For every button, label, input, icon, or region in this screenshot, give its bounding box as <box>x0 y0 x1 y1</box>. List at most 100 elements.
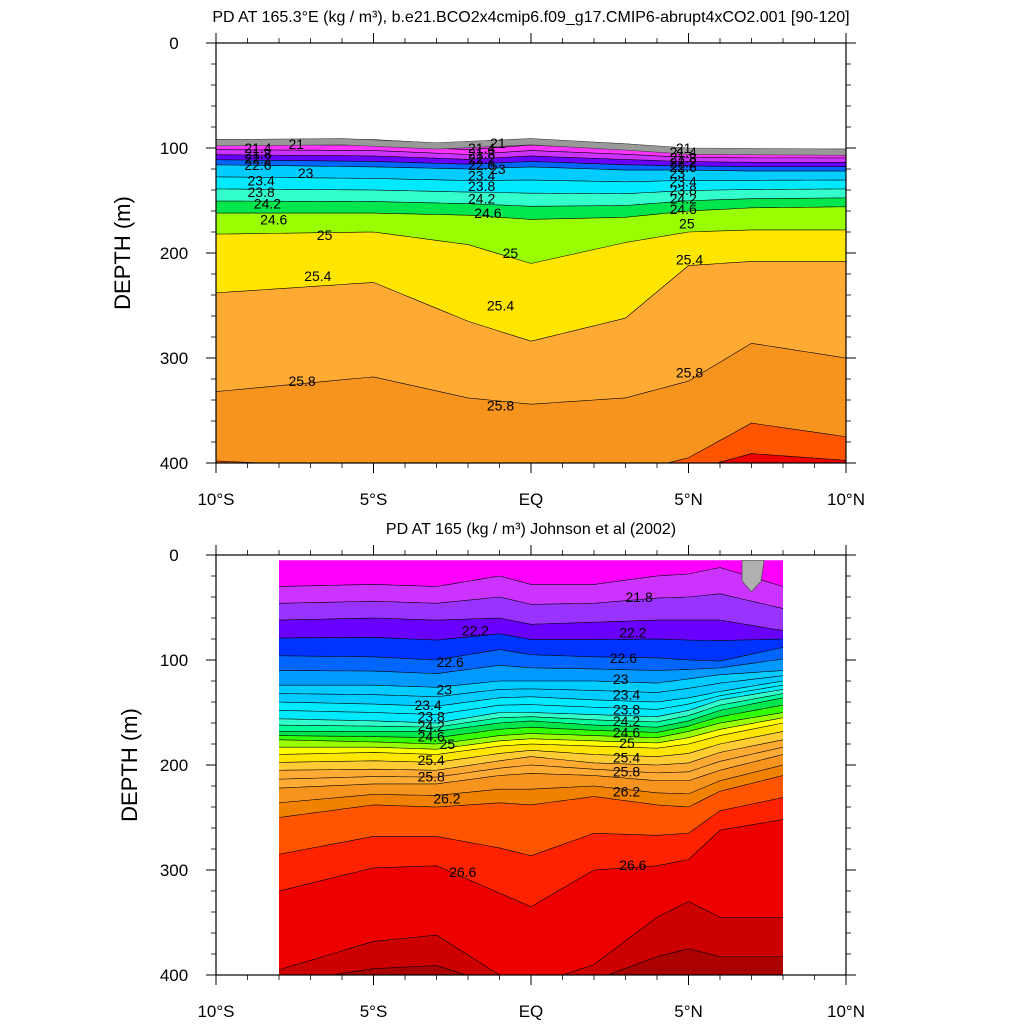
contour-label: 22.2 <box>468 151 495 167</box>
contour-label: 25.4 <box>418 752 445 768</box>
missing-data-mask <box>741 559 765 593</box>
chart-panel-observations: PD AT 165 (kg / m³) Johnson et al (2002)… <box>117 521 865 1021</box>
contour-label: 25.4 <box>613 750 640 766</box>
contour-label: 24.2 <box>468 190 495 206</box>
contour-line <box>278 567 784 587</box>
contour-band <box>279 618 783 641</box>
contour-label: 22.2 <box>619 625 646 641</box>
contour-line <box>216 261 846 342</box>
contour-band <box>216 176 846 194</box>
contour-label: 24.6 <box>670 201 697 217</box>
y-tick-label: 400 <box>160 454 188 473</box>
y-tick-label: 0 <box>169 34 178 53</box>
contour-label: 24.6 <box>260 211 287 227</box>
contour-line <box>278 731 784 763</box>
contour-label: 21.8 <box>468 145 495 161</box>
contour-line <box>278 901 783 975</box>
contour-label: 23.8 <box>248 184 275 200</box>
y-tick-label: 0 <box>169 546 178 565</box>
contour-line <box>279 670 784 688</box>
contour-label: 23.4 <box>248 173 275 189</box>
contour-label: 23 <box>490 161 506 177</box>
contour-band <box>279 681 783 715</box>
contour-line <box>278 764 784 804</box>
contour-label: 21.8 <box>244 145 271 161</box>
contour-label: 21.4 <box>244 140 271 156</box>
contour-line <box>278 647 784 662</box>
contour-label: 25.8 <box>676 365 703 381</box>
contour-line <box>278 712 784 745</box>
contour-line <box>278 633 784 641</box>
contour-label: 24.2 <box>670 190 697 206</box>
contour-line <box>278 680 784 707</box>
contour-label: 24.6 <box>474 205 501 221</box>
contour-band <box>279 797 783 907</box>
contour-label: 21 <box>490 135 506 151</box>
contour-label: 24.2 <box>254 196 281 212</box>
contour-label: 25.8 <box>288 373 315 389</box>
chart-panel-model: PD AT 165.3°E (kg / m³), b.e21.BCO2x4cmi… <box>110 9 865 509</box>
contour-band <box>216 154 846 167</box>
contour-band <box>216 159 846 172</box>
contour-label: 25 <box>619 735 635 751</box>
contour-band <box>279 731 783 771</box>
contour-band <box>331 948 783 975</box>
y-tick-label: 100 <box>160 139 188 158</box>
contour-label: 23.8 <box>613 701 640 717</box>
contour-label: 24.6 <box>418 729 445 745</box>
contour-label: 23.8 <box>418 709 445 725</box>
contour-label: 22.6 <box>437 654 464 670</box>
contour-label: 24.2 <box>613 713 640 729</box>
contour-label: 25.4 <box>304 268 331 284</box>
contour-line <box>278 746 784 780</box>
contour-line <box>278 704 784 739</box>
y-tick-label: 300 <box>160 861 188 880</box>
contour-band <box>279 739 783 780</box>
contour-label: 21.8 <box>670 149 697 165</box>
x-tick-label: 5°N <box>674 1002 703 1021</box>
contour-label: 25 <box>679 216 695 232</box>
contour-label: 26.2 <box>613 783 640 799</box>
contour-label: 23.4 <box>414 697 441 713</box>
contour-line <box>216 206 846 220</box>
contour-band <box>216 197 846 220</box>
contour-band <box>279 712 783 750</box>
contour-label: 21.4 <box>468 140 495 156</box>
contour-band <box>279 775 783 856</box>
contour-band <box>216 423 846 463</box>
contour-line <box>279 697 784 732</box>
x-tick-label: 5°S <box>360 490 388 509</box>
contour-label: 23 <box>437 681 453 697</box>
contour-label: 24.6 <box>613 724 640 740</box>
contour-band <box>279 670 783 697</box>
contour-line <box>278 693 784 728</box>
contour-label: 22.6 <box>610 650 637 666</box>
contour-band <box>216 164 846 182</box>
x-tick-label: EQ <box>519 1002 544 1021</box>
x-tick-label: 10°N <box>827 1002 865 1021</box>
y-tick-label: 200 <box>160 244 188 263</box>
contour-line <box>216 154 846 163</box>
contour-label: 23 <box>298 165 314 181</box>
x-tick-label: 10°S <box>197 1002 234 1021</box>
x-tick-label: EQ <box>519 490 544 509</box>
contour-line <box>278 617 784 631</box>
x-tick-label: 5°N <box>674 490 703 509</box>
contour-band <box>279 705 783 744</box>
contour-line <box>278 593 784 609</box>
contour-label: 25.8 <box>487 397 514 413</box>
contour-line <box>278 658 784 674</box>
missing-data-mask <box>216 138 846 156</box>
contour-band <box>216 343 846 463</box>
contour-line <box>278 775 784 818</box>
contour-label: 21 <box>676 140 692 156</box>
contour-line <box>216 229 846 264</box>
contour-band <box>279 717 783 755</box>
contour-band <box>216 206 846 264</box>
contour-line <box>216 164 846 172</box>
contour-label: 25.8 <box>418 769 445 785</box>
contour-band-top <box>279 560 783 587</box>
contour-label: 23.4 <box>468 167 495 183</box>
